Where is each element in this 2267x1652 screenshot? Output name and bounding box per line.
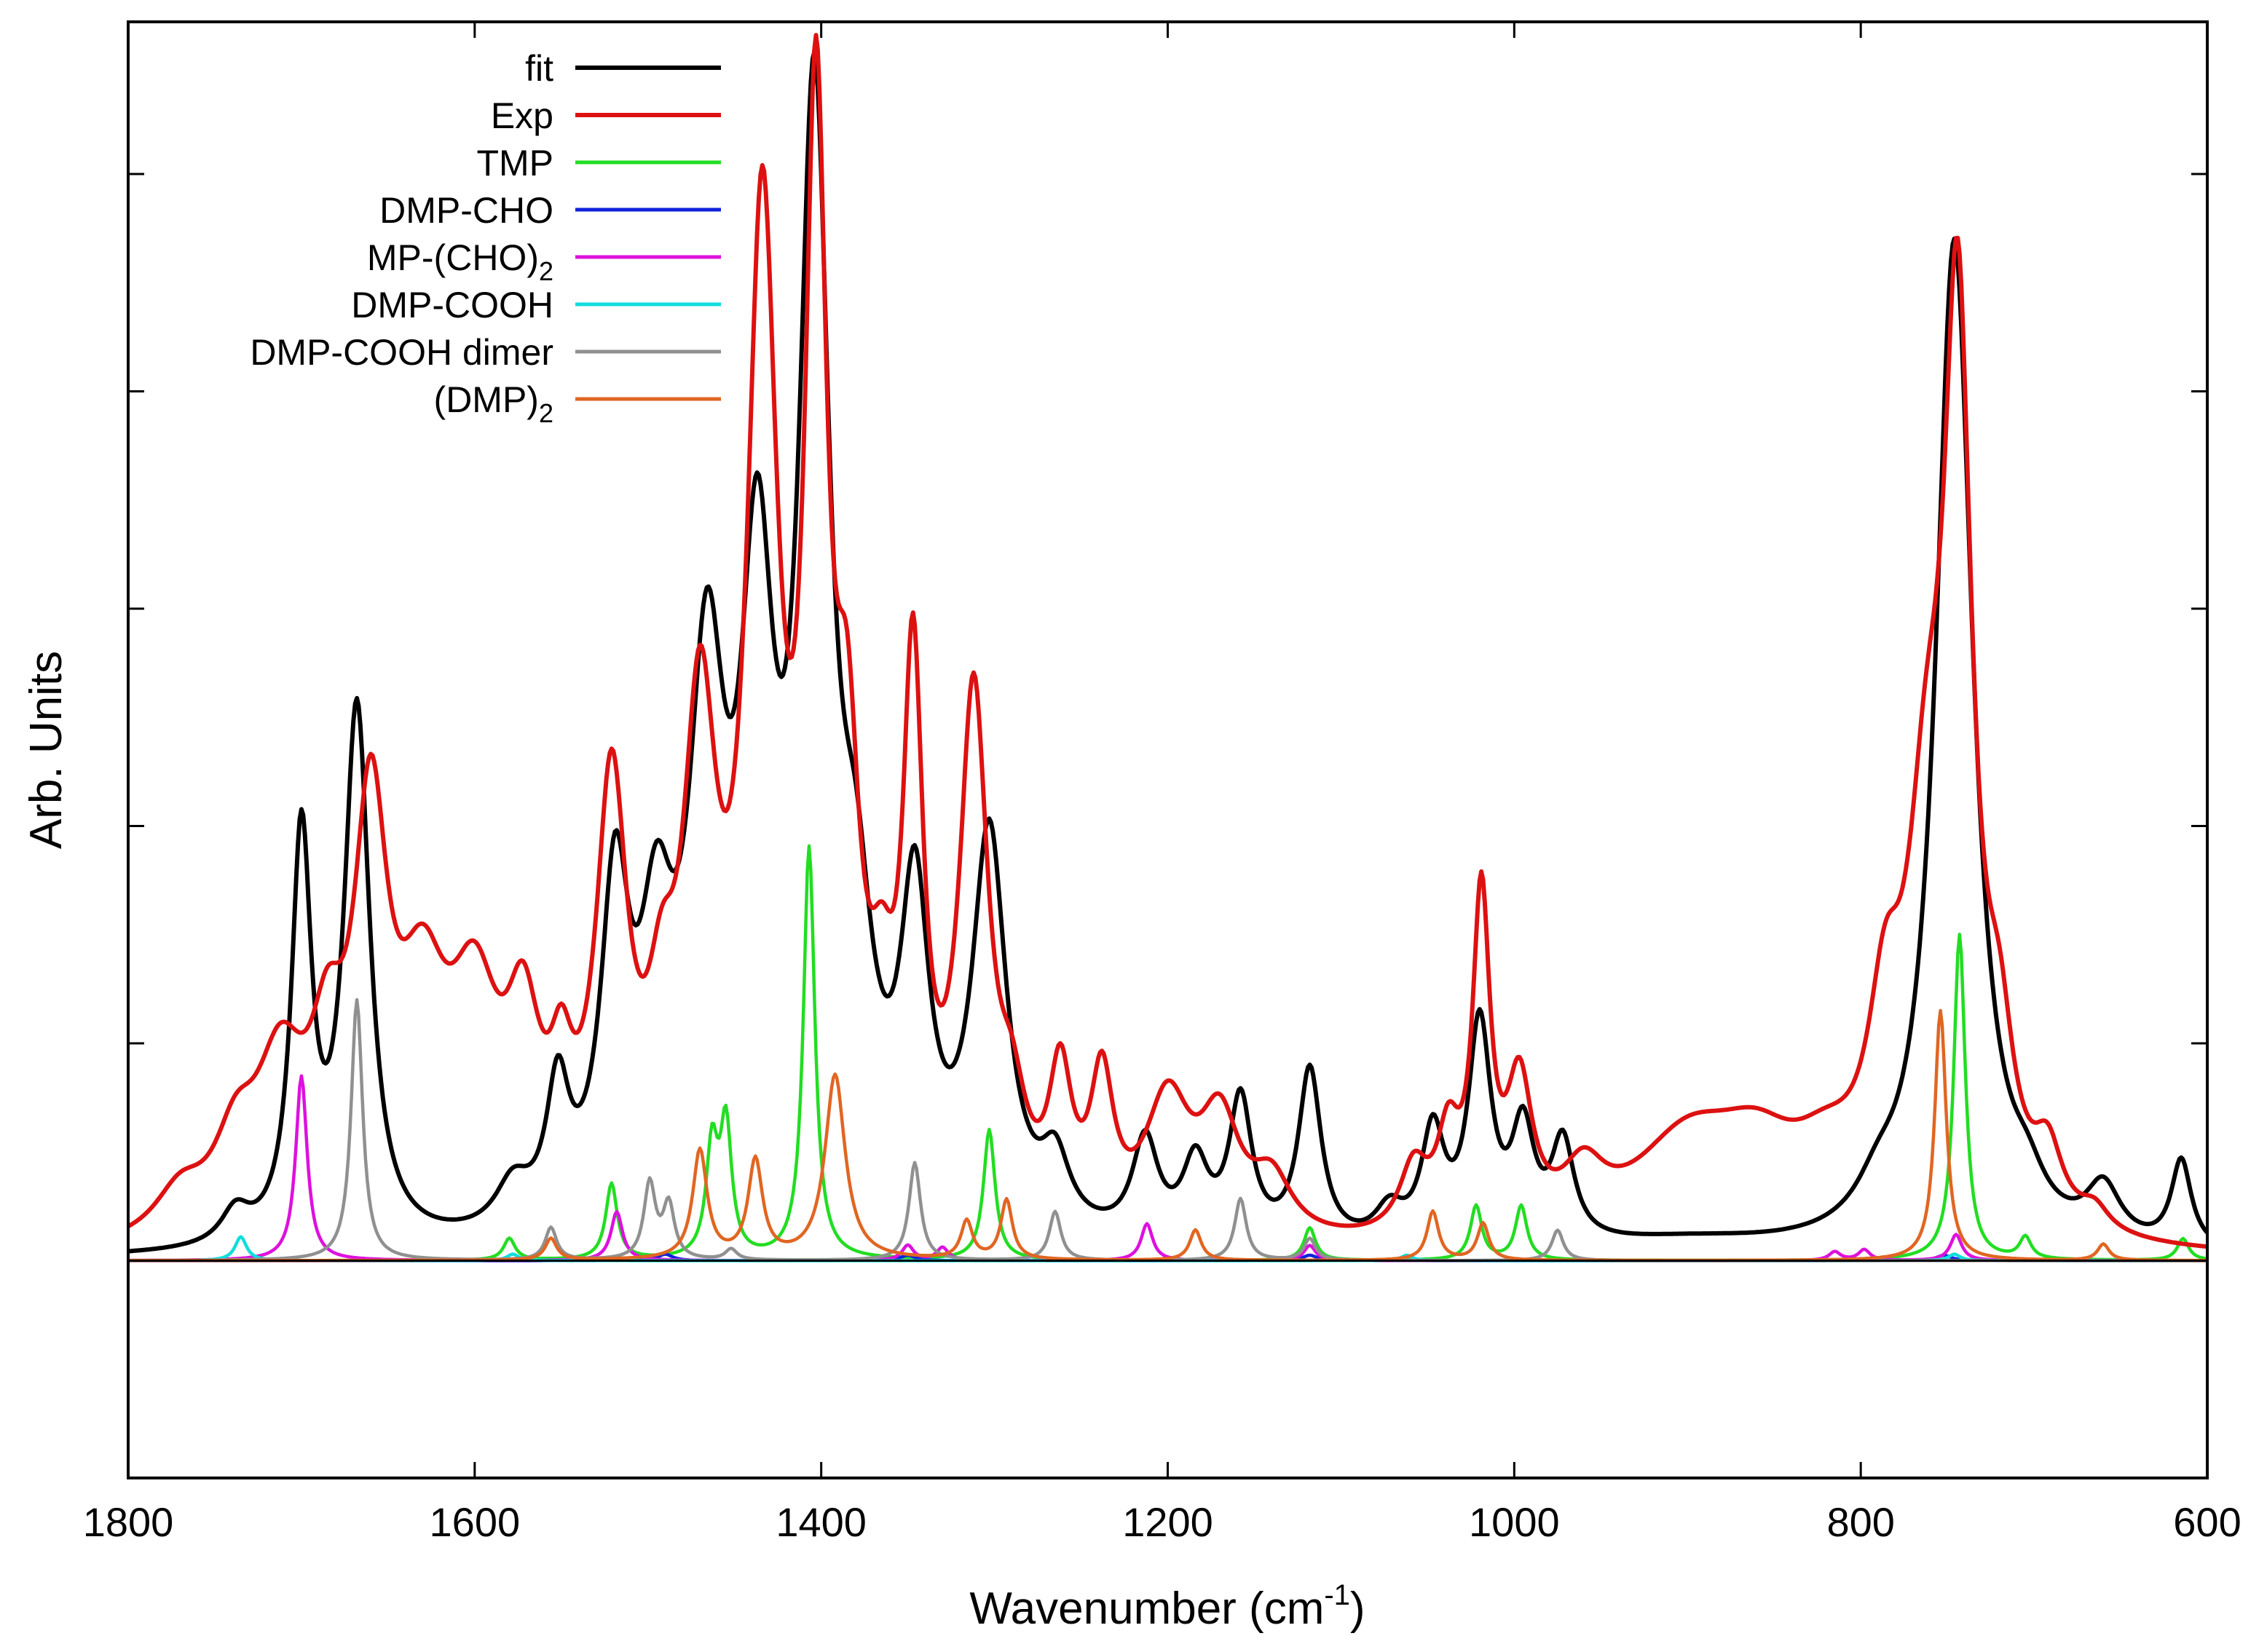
ticks-layer: 1800 1600 1400 1200 1000 800 600 <box>83 22 2242 1545</box>
legend-label-mp-cho-2: MP-(CHO)2 <box>367 237 553 286</box>
series-line-fit <box>128 50 2207 1254</box>
series-line-exp <box>128 33 2207 1249</box>
y-axis-label: Arb. Units <box>21 651 71 849</box>
legend-label-exp: Exp <box>491 95 553 136</box>
legend-label-dmp-cho: DMP-CHO <box>379 190 553 231</box>
legend-label-dmp-cooh: DMP-COOH <box>351 285 553 325</box>
x-tick-label: 1600 <box>430 1499 521 1545</box>
x-tick-label: 1800 <box>83 1499 174 1545</box>
legend-label-dmp-2: (DMP)2 <box>434 379 553 428</box>
x-axis-label: Wavenumber (cm-1) <box>969 1579 1365 1634</box>
x-tick-label: 800 <box>1826 1499 1894 1545</box>
x-tick-label: 1400 <box>776 1499 867 1545</box>
series-line-dmp-2 <box>128 1008 2207 1262</box>
legend-label-fit: fit <box>525 48 553 89</box>
series-line-dmp-cooh-dimer <box>128 997 2207 1262</box>
x-tick-label: 1200 <box>1122 1499 1213 1545</box>
x-tick-label: 1000 <box>1469 1499 1560 1545</box>
legend-label-dmp-cooh-dimer: DMP-COOH dimer <box>250 332 553 373</box>
x-tick-label: 600 <box>2173 1499 2241 1545</box>
series-layer <box>128 33 2207 1262</box>
x-axis-label-close: ) <box>1350 1584 1365 1634</box>
legend-label-tmp: TMP <box>476 143 553 183</box>
x-axis-label-superscript: -1 <box>1324 1579 1350 1611</box>
x-axis-label-main: Wavenumber (cm <box>969 1584 1324 1634</box>
